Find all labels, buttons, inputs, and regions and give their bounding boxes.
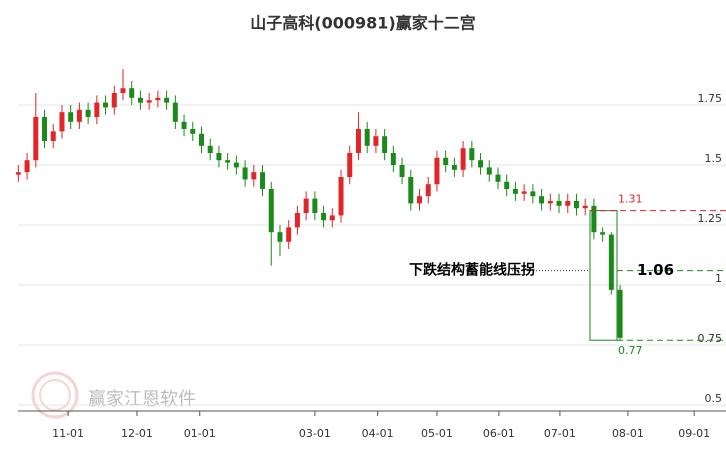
candle-body <box>190 129 196 134</box>
candle-body <box>355 129 361 153</box>
candle-body <box>155 97 161 101</box>
candle-body <box>120 88 126 93</box>
candle-body <box>478 160 484 168</box>
candle-body <box>303 198 309 213</box>
candle-body <box>434 157 440 185</box>
candle-body <box>260 172 266 189</box>
candle-body <box>321 213 327 221</box>
candle-body <box>15 172 21 175</box>
candle-body <box>59 112 65 132</box>
candle-body <box>24 160 30 173</box>
candle-body <box>242 167 248 180</box>
candle-body <box>530 191 536 197</box>
y-tick-label: 1 <box>715 272 722 285</box>
x-tick-label: 01-01 <box>184 427 216 440</box>
candle-body <box>617 289 623 338</box>
y-tick-label: 0.75 <box>698 332 723 345</box>
candle-body <box>172 102 178 122</box>
candle-body <box>42 117 48 141</box>
x-tick-label: 11-01 <box>52 427 84 440</box>
candle-body <box>347 153 353 177</box>
candle-body <box>338 177 344 216</box>
candle-body <box>146 100 152 103</box>
y-tick-label: 1.75 <box>698 92 723 105</box>
candle-body <box>495 174 501 182</box>
candle-body <box>556 201 562 206</box>
y-tick-label: 1.5 <box>705 152 723 165</box>
candle-body <box>417 196 423 204</box>
candle-body <box>94 102 100 117</box>
x-tick-label: 06-01 <box>483 427 515 440</box>
candle-body <box>565 201 571 206</box>
candle-body <box>408 177 414 204</box>
x-tick-label: 09-01 <box>678 427 710 440</box>
candle-body <box>251 172 257 180</box>
watermark-logo <box>31 371 79 419</box>
x-tick-label: 03-01 <box>299 427 331 440</box>
candle-body <box>277 232 283 242</box>
candle-body <box>312 198 318 213</box>
candle-body <box>286 227 292 242</box>
candle-body <box>399 165 405 177</box>
level-label: 1.31 <box>618 193 643 206</box>
candle-body <box>216 153 222 161</box>
candle-body <box>512 189 518 194</box>
candle-body <box>50 131 56 141</box>
x-tick-label: 08-01 <box>612 427 644 440</box>
candle-body <box>198 133 204 146</box>
level-name: 下跌结构蓄能线压拐 <box>409 262 535 279</box>
candle-body <box>547 201 553 204</box>
candle-body <box>521 191 527 194</box>
y-tick-label: 1.25 <box>698 212 723 225</box>
candle-body <box>364 129 370 146</box>
candle-body <box>129 88 135 98</box>
candle-body <box>294 213 300 228</box>
candle-body <box>233 162 239 168</box>
x-tick-label: 04-01 <box>362 427 394 440</box>
candle-body <box>76 109 82 122</box>
candle-body <box>68 112 74 122</box>
candle-body <box>111 93 117 108</box>
level-label: 1.06 <box>637 261 674 279</box>
candle-body <box>268 189 274 233</box>
x-tick-label: 12-01 <box>121 427 153 440</box>
candle-body <box>103 102 109 108</box>
candle-body <box>460 148 466 170</box>
candle-body <box>443 157 449 165</box>
x-tick-label: 05-01 <box>421 427 453 440</box>
candle-body <box>504 181 510 189</box>
candle-body <box>591 205 597 233</box>
candle-body <box>225 160 231 163</box>
candle-body <box>373 136 379 146</box>
candle-body <box>164 97 170 103</box>
candle-body <box>600 232 606 235</box>
chart-title: 山子高科(000981)赢家十二宫 <box>250 14 475 33</box>
candle-body <box>382 136 388 153</box>
candle-body <box>425 184 431 197</box>
level-label: 0.77 <box>618 344 643 357</box>
candle-body <box>469 148 475 161</box>
x-tick-label: 07-01 <box>544 427 576 440</box>
candle-body <box>390 153 396 165</box>
candle-body <box>539 196 545 204</box>
y-tick-label: 0.5 <box>705 392 723 405</box>
candle-body <box>573 201 579 209</box>
candle-body <box>329 215 335 221</box>
candle-body <box>608 234 614 290</box>
candle-body <box>85 109 91 117</box>
candle-body <box>451 165 457 170</box>
candle-body <box>207 145 213 153</box>
candle-body <box>582 205 588 209</box>
candle-body <box>33 117 39 161</box>
candle-body <box>486 167 492 175</box>
candle-body <box>137 97 143 103</box>
watermark-text: 赢家江恩软件 <box>88 388 196 410</box>
candle-body <box>181 121 187 129</box>
